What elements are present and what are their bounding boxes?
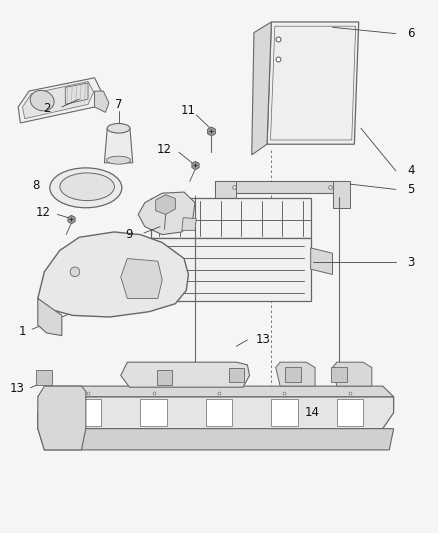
Polygon shape <box>95 91 109 112</box>
Ellipse shape <box>106 156 131 164</box>
Ellipse shape <box>60 173 114 200</box>
Text: 12: 12 <box>36 206 51 219</box>
Bar <box>141 399 166 426</box>
Polygon shape <box>276 362 315 386</box>
Bar <box>206 399 232 426</box>
Polygon shape <box>229 368 244 382</box>
Polygon shape <box>38 232 188 317</box>
Text: 5: 5 <box>407 183 415 196</box>
Text: 9: 9 <box>126 228 133 240</box>
Polygon shape <box>156 370 172 385</box>
Polygon shape <box>267 22 359 144</box>
Polygon shape <box>18 78 101 123</box>
Text: 4: 4 <box>407 164 415 177</box>
Bar <box>151 238 311 301</box>
Bar <box>75 399 101 426</box>
Text: 7: 7 <box>115 99 122 111</box>
Polygon shape <box>155 195 175 214</box>
Polygon shape <box>215 181 237 208</box>
Polygon shape <box>215 181 346 193</box>
Text: 11: 11 <box>181 104 196 117</box>
Polygon shape <box>36 370 52 385</box>
Polygon shape <box>141 274 151 290</box>
Polygon shape <box>138 192 195 235</box>
Polygon shape <box>38 429 394 450</box>
Polygon shape <box>286 367 301 382</box>
Polygon shape <box>65 83 88 104</box>
Polygon shape <box>252 22 272 155</box>
Ellipse shape <box>107 124 130 133</box>
Polygon shape <box>121 259 162 298</box>
Ellipse shape <box>30 91 54 111</box>
Polygon shape <box>311 248 332 274</box>
Polygon shape <box>22 82 94 119</box>
Text: 12: 12 <box>156 143 172 156</box>
Polygon shape <box>38 386 86 450</box>
Polygon shape <box>332 362 372 386</box>
Polygon shape <box>182 217 196 230</box>
Text: 13: 13 <box>255 333 270 346</box>
Polygon shape <box>38 386 394 397</box>
Text: 1: 1 <box>19 325 26 338</box>
Polygon shape <box>38 397 394 429</box>
Text: 2: 2 <box>43 102 50 115</box>
Bar <box>337 399 363 426</box>
Text: 3: 3 <box>407 256 415 269</box>
Polygon shape <box>331 367 347 382</box>
Bar <box>272 399 297 426</box>
Ellipse shape <box>70 267 80 277</box>
Bar <box>151 198 311 238</box>
Polygon shape <box>38 298 62 336</box>
Ellipse shape <box>50 168 122 208</box>
Polygon shape <box>104 128 133 163</box>
Text: 13: 13 <box>10 382 25 395</box>
Polygon shape <box>332 181 350 208</box>
Text: 6: 6 <box>407 27 415 40</box>
Text: 14: 14 <box>305 406 320 419</box>
Polygon shape <box>271 26 356 140</box>
Text: 8: 8 <box>32 179 39 192</box>
Polygon shape <box>121 362 250 387</box>
